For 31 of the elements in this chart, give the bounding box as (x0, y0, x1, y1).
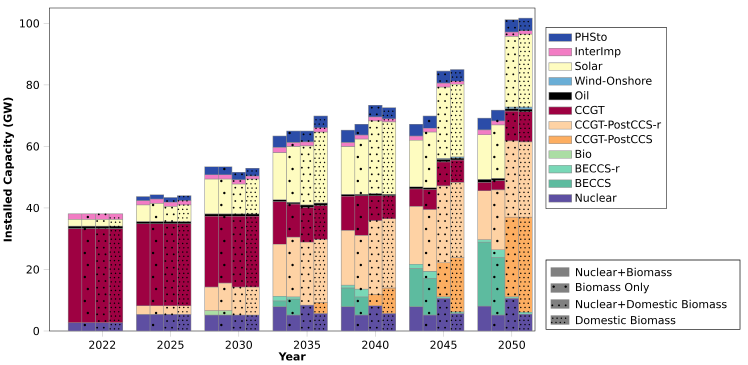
x-tick-label: 2025 (157, 340, 184, 349)
legend-label: Nuclear (576, 193, 617, 202)
x-tick-label: 2050 (498, 340, 525, 349)
y-tick-label: 20 (26, 265, 40, 274)
text: Biomass Only (576, 282, 650, 294)
legend-label: PHSto (576, 32, 607, 41)
legend-label: Oil (575, 91, 588, 100)
x-axis-title: Year (278, 352, 306, 361)
legend-label: CCGT-PostCCS (575, 134, 652, 144)
x-tick-label: 2040 (362, 340, 388, 349)
text: Domestic Biomass (576, 316, 676, 324)
text: Nuclear+Domestic Biomass (576, 300, 727, 308)
x-tick-label: 2045 (430, 340, 456, 349)
legend-label: CCGT (575, 106, 605, 114)
y-tick-label: 100 (20, 19, 40, 28)
legend-label: Solar (575, 62, 602, 70)
y-axis-title: Installed Capacity (GW) (3, 98, 14, 242)
legend-label: CCGT-PostCCS-r (575, 120, 662, 129)
y-tick-label: 60 (26, 142, 40, 151)
y-tick-label: 80 (26, 80, 40, 90)
x-tick-label: 2035 (294, 340, 320, 349)
legend-label: BECCS (576, 178, 611, 188)
text: Nuclear+Biomass (576, 268, 672, 276)
legend-label: InterImp (576, 47, 620, 58)
y-tick-label: 40 (26, 204, 40, 212)
x-tick-label: 2030 (226, 340, 252, 349)
y-tick-label: 0 (33, 326, 40, 336)
legend-label: Wind-Onshore (574, 76, 652, 85)
x-tick-label: 2022 (89, 340, 116, 349)
legend-label: Bio (576, 150, 592, 158)
legend-label: BECCS-r (576, 164, 620, 173)
